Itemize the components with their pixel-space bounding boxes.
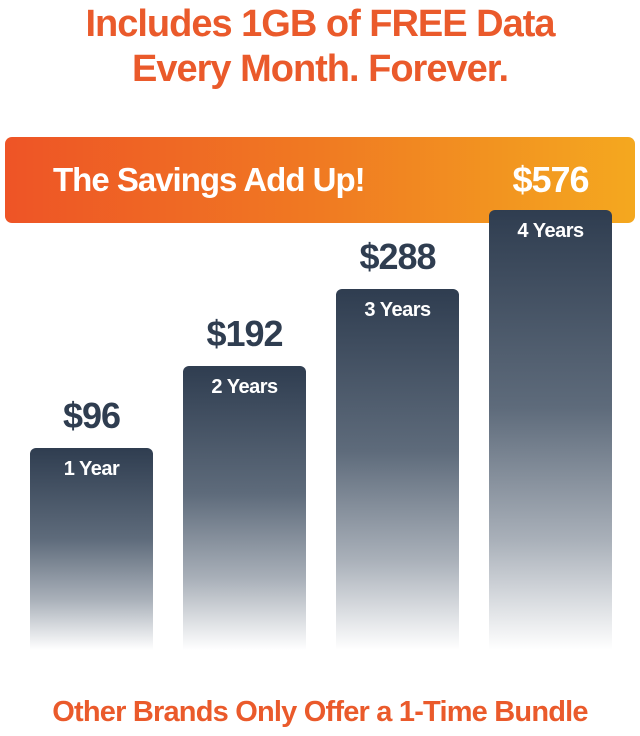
bar-value-label: $192: [183, 312, 306, 356]
bar-value-label: $288: [336, 235, 459, 279]
bar-value-label: $576: [489, 158, 612, 202]
bar-category-label: 1 Year: [30, 458, 153, 481]
bar-3: 3 Years: [336, 289, 459, 650]
footer-text: Other Brands Only Offer a 1-Time Bundle: [0, 692, 640, 732]
bar-value-text: $96: [62, 395, 121, 436]
bar-4: 4 Years: [489, 210, 612, 650]
bar-category-label: 3 Years: [336, 299, 459, 322]
headline-line-1: Includes 1GB of FREE Data: [85, 3, 555, 45]
headline-line-2: Every Month. Forever.: [131, 48, 509, 90]
bar-category-text: 3 Years: [364, 299, 431, 321]
bar-value-text: $576: [512, 159, 589, 200]
bar-1: 1 Year: [30, 448, 153, 650]
footer-caption: Other Brands Only Offer a 1-Time Bundle: [52, 696, 588, 728]
savings-banner: The Savings Add Up!: [5, 137, 635, 223]
banner-text: The Savings Add Up!: [53, 161, 366, 198]
bar-category-text: 1 Year: [63, 458, 120, 480]
bar-2: 2 Years: [183, 366, 306, 650]
bar-value-text: $288: [359, 236, 436, 277]
bar-category-label: 2 Years: [183, 376, 306, 399]
bar-value-label: $96: [30, 394, 153, 438]
bar-category-label: 4 Years: [489, 220, 612, 243]
headline: Includes 1GB of FREE Data Every Month. F…: [0, 2, 640, 92]
bar-category-text: 4 Years: [517, 220, 584, 242]
bar-value-text: $192: [206, 313, 283, 354]
bar-category-text: 2 Years: [211, 376, 278, 398]
